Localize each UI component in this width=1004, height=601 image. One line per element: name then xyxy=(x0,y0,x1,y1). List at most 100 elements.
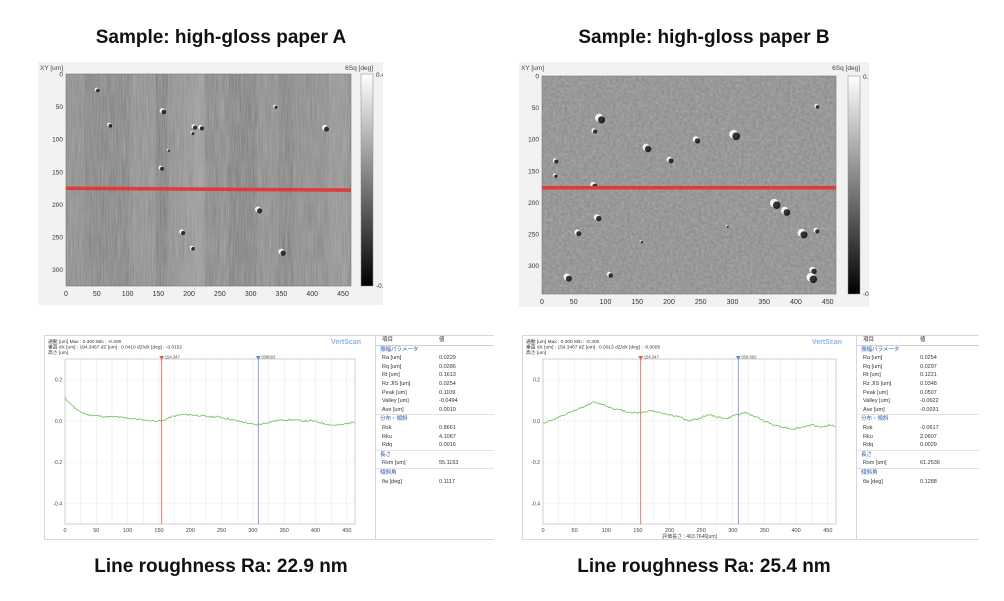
profile-x-tick-label: 0 xyxy=(541,528,544,534)
map-dark-spot xyxy=(694,138,701,144)
table-header-item: 項目 xyxy=(863,337,875,343)
map-x-tick-label: 200 xyxy=(183,291,195,298)
param-value: 0.8661 xyxy=(439,424,456,431)
map-y-tick-label: 0 xyxy=(59,72,63,79)
map-x-tick-label: 400 xyxy=(306,291,318,298)
colorbar-max-label: 0.795 xyxy=(863,74,869,81)
caption-b: Line roughness Ra: 25.4 nm xyxy=(577,556,831,577)
profile-header-line: 垂直 dX [um] : 154.3467 dZ [um] : 0.0013 d… xyxy=(526,344,660,351)
table-row: Rt [um] 0.1613 xyxy=(376,371,494,380)
map-x-tick-label: 200 xyxy=(663,299,675,306)
param-name: Rku xyxy=(382,433,392,440)
table-row: Ave [um] 0.0010 xyxy=(376,406,494,415)
profile-x-tick-label: 450 xyxy=(342,528,351,534)
map-y-tick-label: 250 xyxy=(52,235,63,242)
table-row: Rsm [um] 61.2536 xyxy=(857,459,979,468)
colorbar-min-label: -0.806 xyxy=(863,291,869,298)
table-row: Rt [um] 0.1221 xyxy=(857,371,979,380)
param-name: Ra [um] xyxy=(382,355,402,362)
table-row: Ra [um] 0.0229 xyxy=(376,354,494,363)
param-value: 0.1288 xyxy=(920,478,937,485)
profile-header-line: 高さ [um] xyxy=(526,349,546,356)
profile-header-line: 垂直 dX [um] : 194.3467 dZ [um] : 0.0410 d… xyxy=(48,344,182,351)
cursor-1-marker xyxy=(159,356,165,360)
map-y-tick-label: 50 xyxy=(532,105,540,112)
param-value: 2.0607 xyxy=(920,433,937,440)
map-y-tick-label: 200 xyxy=(528,200,539,207)
table-section-label: 振幅パラメータ xyxy=(861,346,900,353)
table-section-label: 分布・傾斜 xyxy=(861,416,889,423)
map-y-tick-label: 50 xyxy=(56,104,64,111)
profile-x-tick-label: 100 xyxy=(602,528,611,534)
table-section: 傾斜角 xyxy=(857,467,979,478)
table-row: Valley [um] -0.0622 xyxy=(857,397,979,406)
map-dark-spot xyxy=(199,126,204,131)
param-value: 0.1117 xyxy=(439,478,456,485)
map-dark-spot xyxy=(608,273,613,278)
table-row: θa [deg] 0.1288 xyxy=(857,478,979,487)
map-x-tick-label: 250 xyxy=(695,299,707,306)
param-name: Rz JIS [um] xyxy=(382,380,411,387)
table-header: 項目 値 xyxy=(376,336,494,346)
colorbar-min-label: -0.499 xyxy=(376,283,383,290)
param-name: θa [deg] xyxy=(863,478,883,485)
table-row: Rsk 0.8661 xyxy=(376,424,494,433)
table-row: Rdq 0.0029 xyxy=(857,441,979,450)
table-section-label: 長さ xyxy=(380,451,392,458)
map-dark-spot xyxy=(161,109,167,115)
param-name: Ave [um] xyxy=(382,406,404,413)
table-row: Ra [um] 0.0254 xyxy=(857,354,979,363)
map-dark-spot xyxy=(800,231,808,239)
profile-header-line: 通動 [um] Max : 0.300 Min : -0.300 xyxy=(526,338,600,345)
map-dark-spot xyxy=(668,158,674,164)
map-param-label: 6Sq [deg] xyxy=(832,65,860,72)
map-dark-spot xyxy=(167,149,170,152)
map-corner-label: XY [um] xyxy=(521,65,544,72)
param-name: Rsk xyxy=(863,424,873,431)
table-row: Rz JIS [um] 0.0254 xyxy=(376,380,494,389)
profile-y-tick-label: 0.2 xyxy=(55,378,62,384)
profile-x-tick-label: 300 xyxy=(728,528,737,534)
table-row: Rku 2.0607 xyxy=(857,433,979,442)
table-row: Rq [um] 0.0286 xyxy=(376,363,494,372)
profile-x-tick-label: 150 xyxy=(154,528,163,534)
colorbar-max-label: 0.492 xyxy=(376,72,383,79)
table-row: Rdq 0.0016 xyxy=(376,441,494,450)
profile-x-tick-label: 350 xyxy=(280,528,289,534)
map-dark-spot xyxy=(644,145,652,153)
param-name: Rsm [um] xyxy=(382,460,406,467)
cursor-2-marker xyxy=(735,356,741,360)
map-y-tick-label: 200 xyxy=(52,202,63,209)
param-name: Ave [um] xyxy=(863,406,885,413)
map-dark-spot xyxy=(815,229,820,234)
table-section: 長さ xyxy=(857,449,979,460)
profile-x-tick-label: 250 xyxy=(217,528,226,534)
param-value: 0.0297 xyxy=(920,363,937,370)
param-name: Valley [um] xyxy=(863,398,890,405)
profile-line-marker xyxy=(65,186,352,192)
table-section: 傾斜角 xyxy=(376,467,494,478)
map-dark-spot xyxy=(726,225,729,228)
map-dark-spot xyxy=(640,241,643,244)
brand-logo: VertScan xyxy=(812,339,842,346)
cursor-1-marker xyxy=(638,356,644,360)
map-dark-spot xyxy=(596,215,602,222)
table-section-label: 振幅パラメータ xyxy=(380,346,419,353)
profile-x-tick-label: 400 xyxy=(311,528,320,534)
profile-x-tick-label: 450 xyxy=(823,528,832,534)
colorbar xyxy=(360,73,374,287)
param-value: -0.0622 xyxy=(920,398,939,405)
map-param-label: 6Sq [deg] xyxy=(345,65,373,72)
roughness-table-a: 項目値振幅パラメータ Ra [um] 0.0229 Rq [um] 0.0286 Rt [… xyxy=(375,336,494,539)
table-row: Peak [um] 0.0507 xyxy=(857,389,979,398)
cursor-2-label: 308.693 xyxy=(741,355,757,360)
profile-panel-a: 通動 [um] Max : 0.300 Min : -0.300 垂直 dX [u… xyxy=(44,335,494,540)
map-dark-spot xyxy=(576,231,582,237)
profile-trace xyxy=(64,397,355,426)
param-name: Rt [um] xyxy=(863,372,881,379)
map-y-tick-label: 150 xyxy=(528,168,539,175)
cursor-2-label: 308693 xyxy=(261,355,276,360)
surface-map-panel-a: XY [um] 6Sq [deg] 0 50 100 150 200 250 300 350 400… xyxy=(38,62,395,305)
map-dark-spot xyxy=(732,132,741,141)
